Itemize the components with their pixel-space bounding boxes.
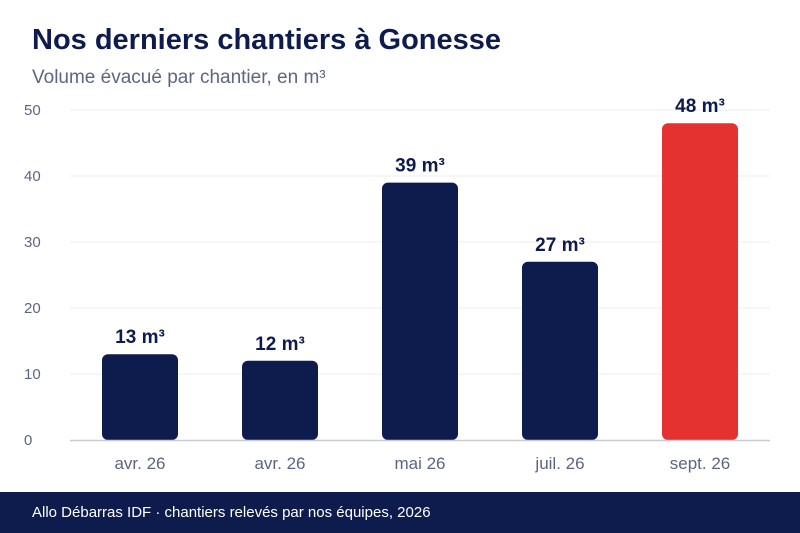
bar-value-label: 48 m³ [675, 96, 725, 117]
footer-source: Allo Débarras IDF · chantiers relevés pa… [32, 504, 431, 521]
bar-value-label: 13 m³ [115, 327, 165, 348]
y-axis-ticks: 0 10 20 30 40 50 [24, 102, 41, 449]
bar-value-label: 39 m³ [395, 156, 445, 177]
y-tick-label: 10 [24, 366, 41, 383]
y-tick-label: 0 [24, 432, 32, 449]
bar [662, 123, 738, 440]
x-tick-label: avr. 26 [254, 454, 305, 473]
bar-value-label: 27 m³ [535, 235, 585, 256]
bar-value-label: 12 m³ [255, 334, 305, 355]
chart-title: Nos derniers chantiers à Gonesse [32, 24, 502, 56]
x-tick-label: avr. 26 [114, 454, 165, 473]
chart-subtitle: Volume évacué par chantier, en m³ [32, 67, 326, 88]
x-axis-ticks: avr. 26 avr. 26 mai 26 juil. 26 sept. 26 [114, 454, 730, 473]
bar [242, 360, 318, 440]
x-tick-label: mai 26 [394, 454, 445, 473]
y-tick-label: 50 [24, 102, 41, 119]
y-tick-label: 40 [24, 168, 41, 185]
bar [522, 261, 598, 440]
bar [102, 354, 178, 440]
y-tick-label: 30 [24, 234, 41, 251]
x-tick-label: juil. 26 [534, 454, 584, 473]
bar-chart: 0 10 20 30 40 50 13 m³ 12 m³ 39 m³ 27 m³ 48 m³ av… [24, 96, 770, 473]
bars [102, 123, 738, 440]
bar [382, 182, 458, 440]
x-tick-label: sept. 26 [670, 454, 731, 473]
value-labels: 13 m³ 12 m³ 39 m³ 27 m³ 48 m³ [115, 96, 725, 355]
footer-bar: Allo Débarras IDF · chantiers relevés pa… [0, 492, 800, 533]
y-tick-label: 20 [24, 300, 41, 317]
